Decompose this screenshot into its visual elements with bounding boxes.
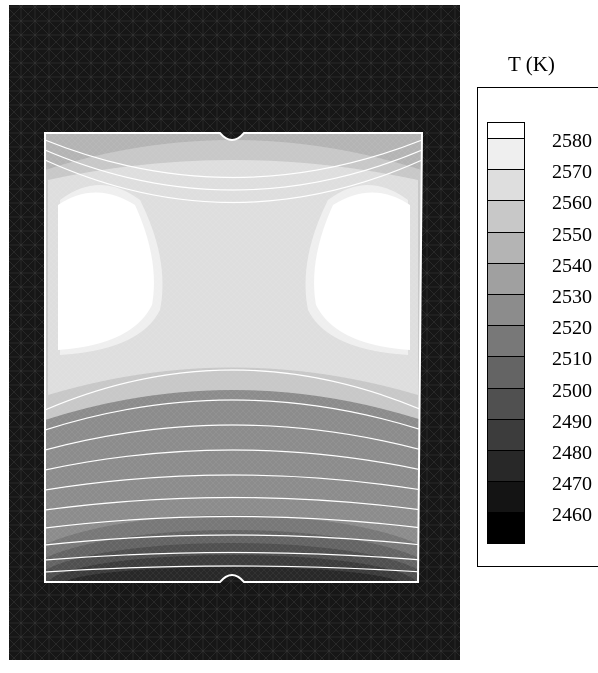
- legend-label: 2470: [552, 473, 592, 496]
- legend-swatch: [487, 512, 525, 544]
- legend-swatch: [487, 418, 525, 450]
- legend-label: 2490: [552, 410, 592, 433]
- legend-label: 2550: [552, 223, 592, 246]
- legend-label: 2510: [552, 348, 592, 371]
- legend-label: 2460: [552, 504, 592, 527]
- legend-label: 2520: [552, 317, 592, 340]
- body-outline: [44, 132, 424, 583]
- legend-title: T (K): [508, 52, 555, 76]
- legend-swatch: [487, 294, 525, 326]
- legend-label: 2540: [552, 254, 592, 277]
- legend-swatch: [487, 356, 525, 388]
- legend-swatch: [487, 262, 525, 294]
- legend-label: 2500: [552, 379, 592, 402]
- legend-swatch: [487, 450, 525, 482]
- legend-swatch: [487, 387, 525, 419]
- legend-swatch: [487, 169, 525, 201]
- legend-label: 2570: [552, 161, 592, 184]
- legend-swatch: [487, 200, 525, 232]
- legend-label: 2580: [552, 130, 592, 152]
- legend-swatch: [487, 325, 525, 357]
- legend-label: 2560: [552, 192, 592, 215]
- legend-label: 2480: [552, 442, 592, 464]
- legend-swatch: [487, 481, 525, 513]
- legend-label: 2530: [552, 286, 592, 308]
- legend-swatch: [487, 231, 525, 263]
- legend-swatch: [487, 122, 525, 138]
- legend-swatch: [487, 138, 525, 170]
